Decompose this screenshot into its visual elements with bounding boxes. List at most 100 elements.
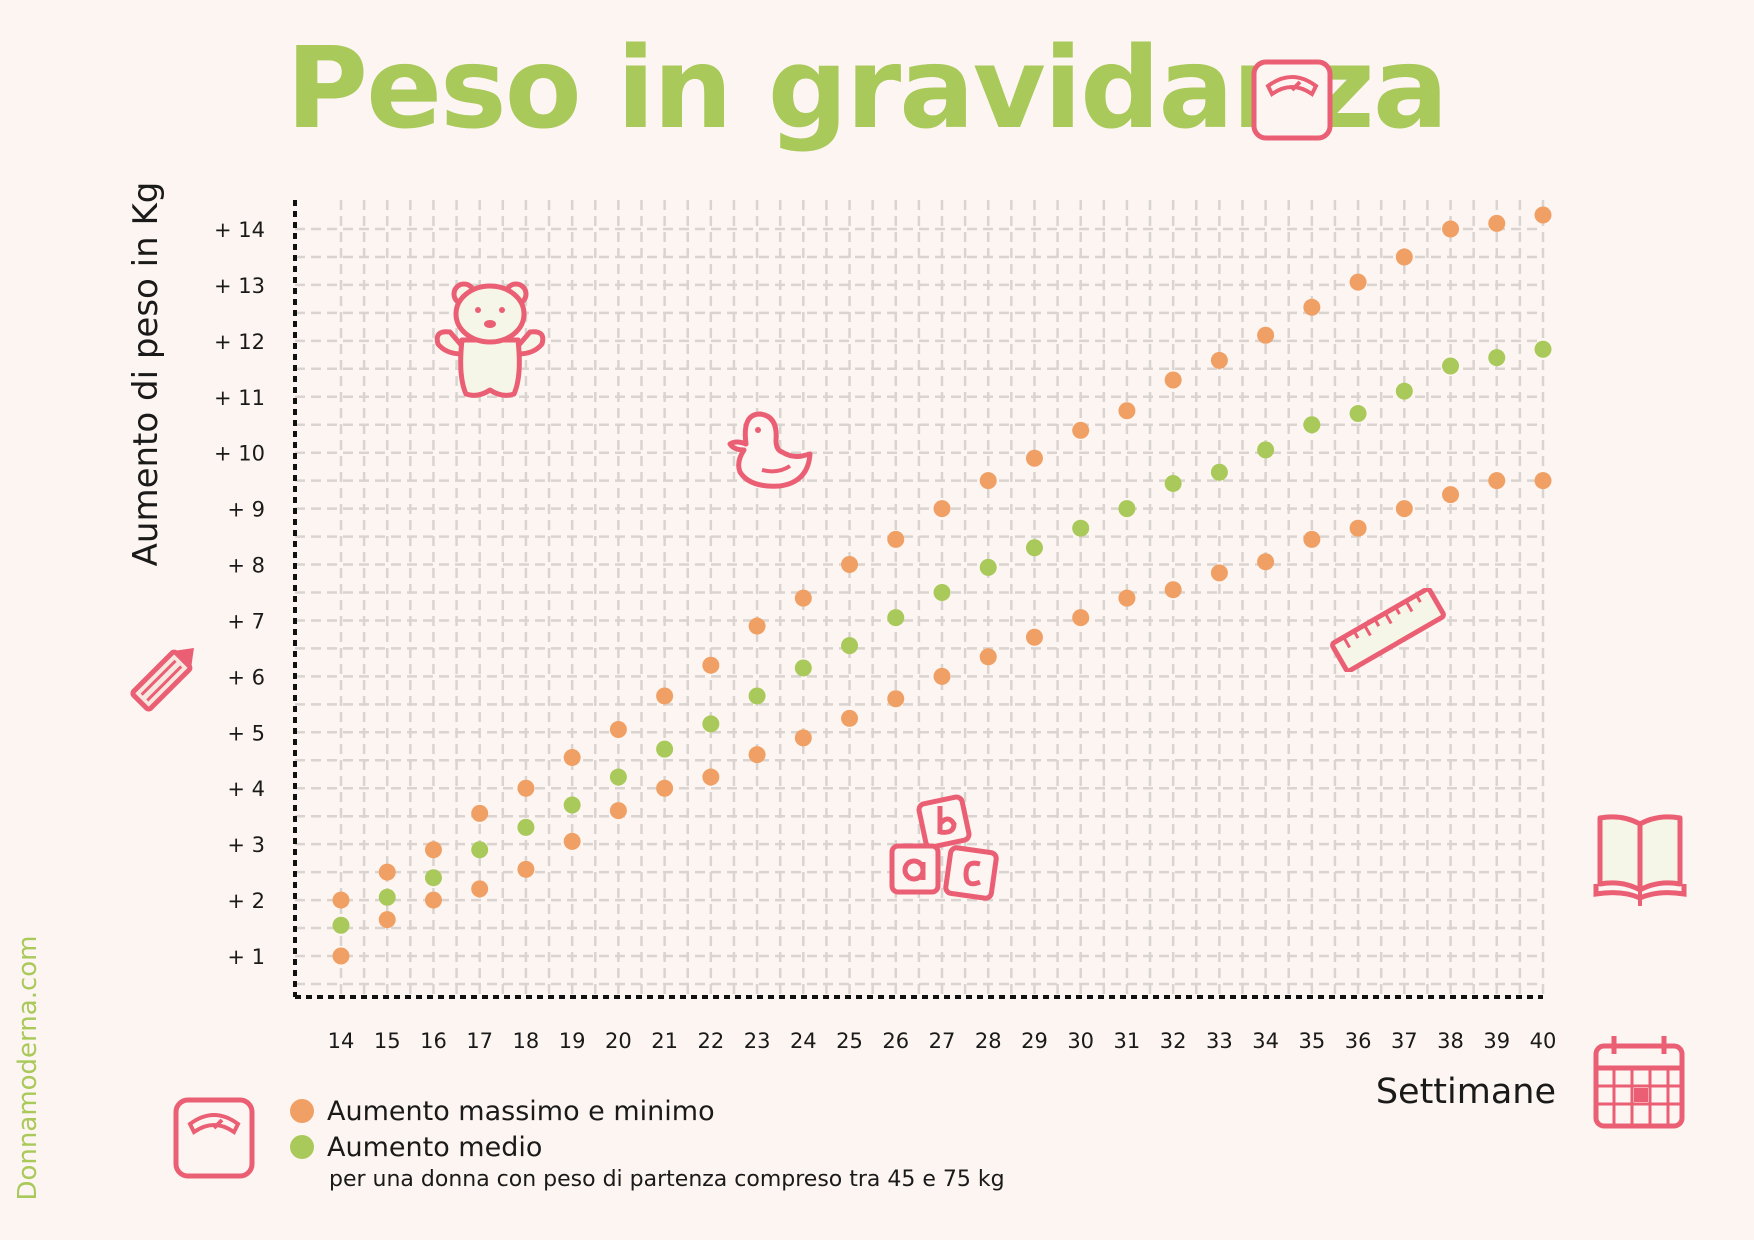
data-point [933, 667, 951, 685]
chart-axes [293, 200, 1543, 999]
y-tick-label: + 7 [227, 609, 265, 633]
data-point [1534, 340, 1552, 358]
data-point [332, 916, 350, 934]
x-tick-label: 21 [651, 1029, 678, 1053]
x-tick-label: 40 [1530, 1029, 1557, 1053]
data-point [841, 709, 859, 727]
y-tick-label: + 4 [227, 777, 265, 801]
x-tick-label: 39 [1483, 1029, 1510, 1053]
data-point [1257, 441, 1275, 459]
data-point [748, 687, 766, 705]
y-tick-labels: + 1 + 2 + 3 + 4 + 5 + 6 + 7 + 8 + 9 + 10 + 11 + 12 +… [214, 218, 265, 969]
data-point [1072, 519, 1090, 537]
x-tick-label: 35 [1298, 1029, 1325, 1053]
legend-label: Aumento massimo e minimo [327, 1095, 715, 1127]
x-tick-label: 17 [466, 1029, 493, 1053]
pencil-icon [130, 648, 194, 712]
x-tick-label: 27 [929, 1029, 956, 1053]
y-tick-label: + 14 [214, 218, 265, 242]
data-point [1442, 486, 1460, 504]
data-point [1303, 298, 1321, 316]
data-point [1210, 564, 1228, 582]
x-tick-label: 24 [790, 1029, 817, 1053]
x-tick-label: 18 [513, 1029, 540, 1053]
y-tick-label: + 6 [227, 665, 265, 689]
data-point [979, 648, 997, 666]
data-point [748, 617, 766, 635]
x-tick-label: 22 [697, 1029, 724, 1053]
x-tick-label: 36 [1345, 1029, 1372, 1053]
data-point [794, 729, 812, 747]
data-point [794, 589, 812, 607]
x-tick-label: 37 [1391, 1029, 1418, 1053]
data-point [1164, 581, 1182, 599]
data-point [1118, 402, 1136, 420]
legend-swatch-green [290, 1135, 314, 1159]
rubber-duck-icon [727, 411, 813, 489]
legend-item-average: Aumento medio [290, 1129, 1005, 1165]
x-tick-labels: 14 15 16 17 18 19 20 21 22 23 24 25 26 27 28 29 30 31 32 33… [328, 1029, 1557, 1053]
y-tick-label: + 12 [214, 330, 265, 354]
data-point [1303, 530, 1321, 548]
scale-icon [173, 1097, 255, 1179]
ruler-icon [1330, 588, 1446, 672]
legend-item-max-min: Aumento massimo e minimo [290, 1093, 1005, 1129]
data-point [887, 530, 905, 548]
scale-icon [1251, 59, 1333, 141]
data-point [1072, 609, 1090, 627]
y-tick-label: + 3 [227, 833, 265, 857]
data-point [1395, 248, 1413, 266]
data-point [1349, 405, 1367, 423]
x-tick-label: 30 [1067, 1029, 1094, 1053]
data-point [563, 796, 581, 814]
data-point [1164, 371, 1182, 389]
data-point [563, 832, 581, 850]
data-point [424, 841, 442, 859]
x-tick-label: 14 [328, 1029, 355, 1053]
chart-legend: Aumento massimo e minimo Aumento medio p… [290, 1093, 1005, 1192]
data-point [378, 911, 396, 929]
data-point [794, 659, 812, 677]
data-point [471, 880, 489, 898]
data-point [702, 656, 720, 674]
data-point [1210, 463, 1228, 481]
book-icon [1593, 814, 1687, 906]
data-point [1395, 382, 1413, 400]
data-point [702, 715, 720, 733]
data-point [933, 500, 951, 518]
data-point [1118, 500, 1136, 518]
x-tick-label: 25 [836, 1029, 863, 1053]
x-tick-label: 31 [1114, 1029, 1141, 1053]
legend-swatch-orange [290, 1099, 314, 1123]
x-tick-label: 20 [605, 1029, 632, 1053]
data-point [656, 740, 674, 758]
x-tick-label: 29 [1021, 1029, 1048, 1053]
data-point [1164, 474, 1182, 492]
data-point [1534, 472, 1552, 490]
data-point [471, 804, 489, 822]
x-axis-label: Settimane [1375, 1072, 1556, 1112]
data-point [841, 637, 859, 655]
data-point [424, 869, 442, 887]
data-point [609, 721, 627, 739]
teddy-bear-icon [434, 281, 546, 398]
y-tick-label: + 8 [227, 554, 265, 578]
data-points [332, 206, 1552, 965]
y-tick-label: + 13 [214, 274, 265, 298]
data-point [1349, 519, 1367, 537]
data-point [1025, 628, 1043, 646]
data-point [702, 768, 720, 786]
data-point [517, 779, 535, 797]
x-tick-label: 34 [1252, 1029, 1279, 1053]
x-tick-label: 38 [1437, 1029, 1464, 1053]
data-point [1442, 357, 1460, 375]
data-point [1534, 206, 1552, 224]
data-point [332, 891, 350, 909]
data-point [609, 768, 627, 786]
data-point [424, 891, 442, 909]
data-point [887, 690, 905, 708]
data-point [748, 746, 766, 764]
data-point [378, 863, 396, 881]
data-point [1025, 539, 1043, 557]
